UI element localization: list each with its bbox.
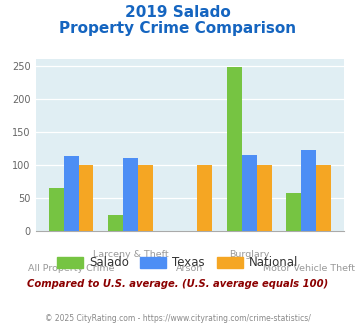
Text: Burglary: Burglary [229, 250, 269, 259]
Text: All Property Crime: All Property Crime [28, 264, 114, 273]
Bar [108, 214, 123, 231]
Bar [227, 67, 242, 231]
Bar [138, 165, 153, 231]
Bar [286, 193, 301, 231]
Bar [78, 165, 93, 231]
Text: Arson: Arson [176, 264, 203, 273]
Bar [242, 155, 257, 231]
Text: 2019 Salado: 2019 Salado [125, 5, 230, 20]
Bar [123, 158, 138, 231]
Bar [49, 188, 64, 231]
Text: © 2025 CityRating.com - https://www.cityrating.com/crime-statistics/: © 2025 CityRating.com - https://www.city… [45, 314, 310, 323]
Text: Compared to U.S. average. (U.S. average equals 100): Compared to U.S. average. (U.S. average … [27, 279, 328, 289]
Bar [64, 156, 78, 231]
Bar [301, 150, 316, 231]
Text: Property Crime Comparison: Property Crime Comparison [59, 21, 296, 36]
Text: Larceny & Theft: Larceny & Theft [93, 250, 168, 259]
Text: Motor Vehicle Theft: Motor Vehicle Theft [263, 264, 355, 273]
Legend: Salado, Texas, National: Salado, Texas, National [52, 252, 303, 274]
Bar [257, 165, 272, 231]
Bar [197, 165, 212, 231]
Bar [316, 165, 331, 231]
